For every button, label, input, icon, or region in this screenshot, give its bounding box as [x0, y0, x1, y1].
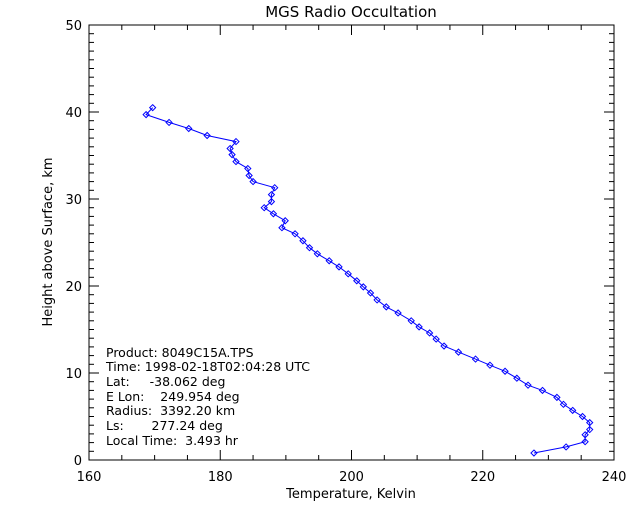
- x-tick-label: 200: [339, 470, 364, 485]
- data-point: [353, 277, 361, 285]
- data-point: [581, 438, 589, 446]
- data-point: [244, 164, 252, 173]
- data-point: [142, 110, 150, 119]
- data-point: [269, 210, 278, 218]
- info-product: Product: 8049C15A.TPS: [106, 345, 254, 360]
- data-point: [203, 131, 211, 140]
- data-point: [562, 443, 570, 451]
- data-point: [271, 183, 279, 192]
- data-point: [267, 190, 276, 199]
- x-tick-label: 240: [602, 470, 627, 485]
- y-tick-label: 30: [65, 193, 82, 208]
- data-point: [165, 118, 173, 127]
- data-point: [425, 329, 434, 337]
- data-point: [513, 374, 521, 382]
- data-point: [359, 283, 368, 291]
- data-point: [454, 348, 463, 356]
- data-point: [538, 386, 547, 395]
- info-lat: Lat: -38.062 deg: [106, 374, 225, 389]
- data-point: [278, 224, 286, 232]
- y-tick-labels: 0 10 20 30 40 50: [65, 19, 82, 469]
- data-point: [440, 342, 448, 350]
- y-tick-label: 50: [65, 19, 82, 34]
- data-point: [291, 230, 299, 238]
- data-point: [313, 250, 322, 258]
- data-point: [581, 431, 589, 439]
- data-point: [415, 323, 423, 331]
- data-point: [373, 296, 381, 304]
- data-point: [553, 393, 561, 402]
- data-point: [486, 361, 494, 369]
- data-point: [578, 412, 587, 421]
- data-point: [305, 244, 314, 252]
- y-axis-label: Height above Surface, km: [41, 157, 56, 326]
- data-point: [586, 425, 594, 434]
- data-point: [232, 157, 240, 166]
- data-point: [382, 303, 390, 311]
- data-point: [325, 257, 333, 265]
- data-point: [260, 203, 268, 212]
- data-point: [586, 418, 594, 427]
- data-point: [568, 406, 577, 415]
- x-tick-labels: 160 180 200 220 240: [77, 470, 627, 485]
- y-tick-label: 40: [65, 106, 82, 121]
- data-point: [299, 237, 307, 245]
- data-point: [394, 309, 402, 317]
- y-tick-label: 10: [65, 367, 82, 382]
- data-point: [432, 335, 440, 343]
- data-point: [335, 263, 343, 271]
- data-point: [232, 137, 240, 146]
- data-point: [559, 400, 568, 409]
- data-point: [249, 177, 257, 186]
- y-tick-label: 0: [74, 454, 82, 469]
- info-radius: Radius: 3392.20 km: [106, 403, 235, 418]
- data-point: [471, 355, 480, 363]
- x-axis-label: Temperature, Kelvin: [285, 487, 416, 502]
- data-point: [226, 144, 234, 153]
- data-point: [148, 103, 157, 112]
- data-point: [228, 150, 236, 159]
- data-point: [344, 270, 352, 278]
- data-point: [524, 381, 532, 389]
- info-time: Time: 1998-02-18T02:04:28 UTC: [105, 359, 310, 374]
- info-local-time: Local Time: 3.493 hr: [106, 433, 239, 448]
- data-point: [245, 171, 253, 180]
- info-elon: E Lon: 249.954 deg: [106, 389, 240, 404]
- axis-ticks: [88, 24, 615, 461]
- data-point: [530, 449, 538, 457]
- info-block: Product: 8049C15A.TPS Time: 1998-02-18T0…: [105, 345, 310, 448]
- x-tick-label: 180: [208, 470, 233, 485]
- info-ls: Ls: 277.24 deg: [106, 418, 223, 433]
- series-temperature-profile: [142, 103, 594, 457]
- x-tick-label: 220: [470, 470, 495, 485]
- y-tick-label: 20: [65, 280, 82, 295]
- x-tick-label: 160: [77, 470, 102, 485]
- data-point: [501, 367, 509, 375]
- chart-title: MGS Radio Occultation: [265, 3, 437, 21]
- data-point: [281, 217, 289, 225]
- data-point: [267, 197, 276, 206]
- data-point: [185, 124, 193, 133]
- data-point: [366, 289, 375, 297]
- data-point: [407, 317, 415, 325]
